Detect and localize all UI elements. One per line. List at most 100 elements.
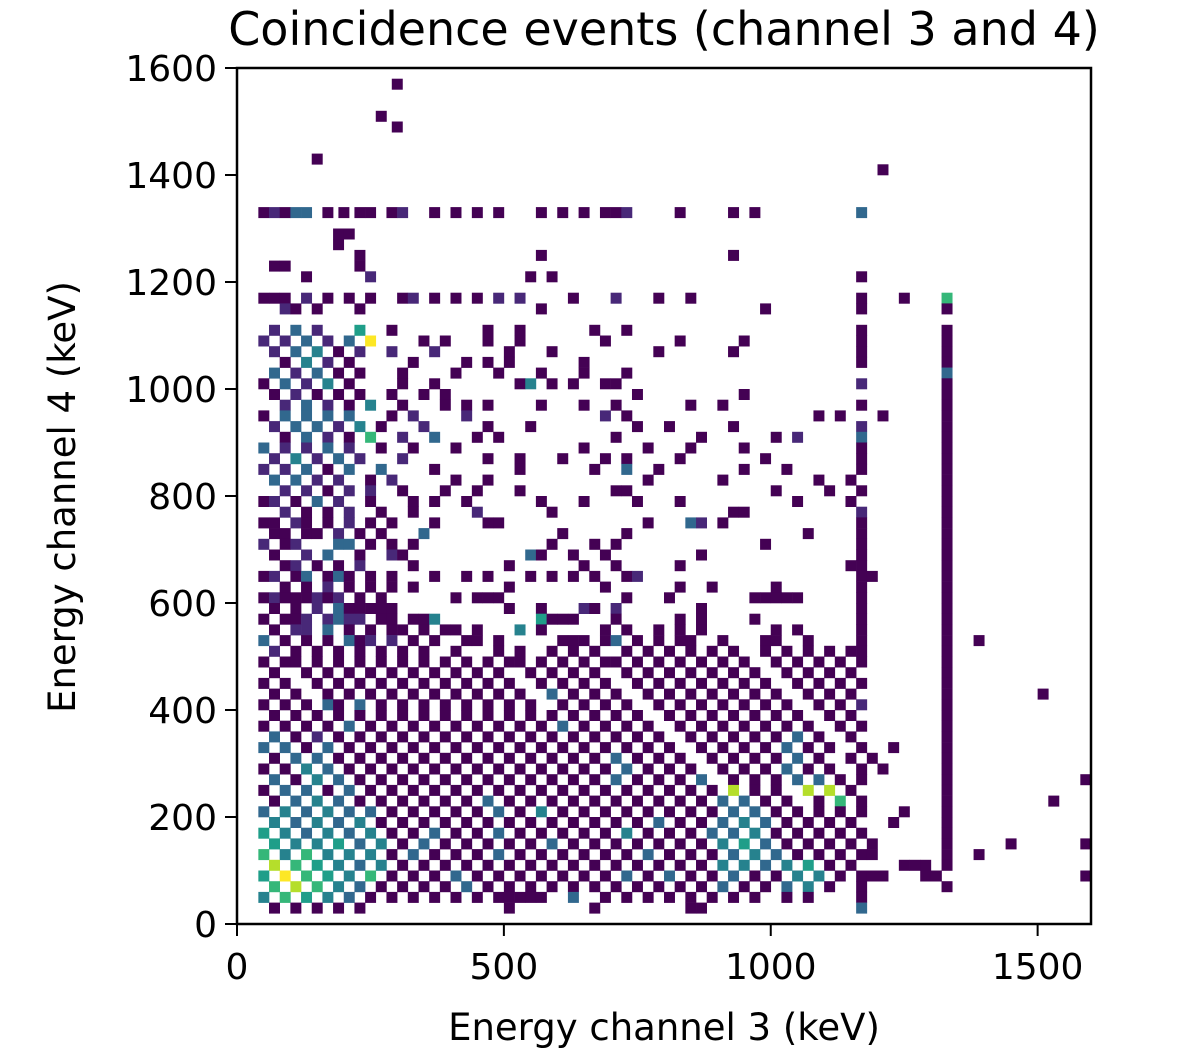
heatmap-cell bbox=[674, 699, 686, 711]
heatmap-cell bbox=[642, 763, 654, 775]
heatmap-cell bbox=[856, 870, 868, 882]
heatmap-cell bbox=[621, 870, 633, 882]
heatmap-cell bbox=[258, 613, 270, 625]
heatmap-cell bbox=[706, 752, 718, 764]
heatmap-cell bbox=[279, 656, 291, 668]
heatmap-cell bbox=[856, 463, 868, 475]
heatmap-cell bbox=[290, 303, 302, 315]
heatmap-cell bbox=[557, 528, 569, 540]
heatmap-cell bbox=[354, 817, 366, 828]
heatmap-cell bbox=[311, 346, 323, 358]
heatmap-cell bbox=[770, 688, 782, 700]
heatmap-cell bbox=[461, 731, 473, 743]
heatmap-cell bbox=[429, 207, 441, 219]
heatmap-cell bbox=[664, 763, 675, 775]
heatmap-cell bbox=[856, 645, 868, 657]
heatmap-cell bbox=[856, 292, 868, 304]
heatmap-cell bbox=[365, 891, 377, 903]
heatmap-cell bbox=[621, 784, 633, 796]
heatmap-cell bbox=[599, 378, 611, 390]
heatmap-cell bbox=[333, 453, 345, 465]
heatmap-cell bbox=[354, 710, 366, 721]
heatmap-cell bbox=[525, 891, 537, 903]
heatmap-cell bbox=[706, 827, 718, 839]
heatmap-cell bbox=[450, 442, 462, 454]
heatmap-cell bbox=[856, 603, 868, 614]
heatmap-cell bbox=[557, 453, 569, 465]
heatmap-cell bbox=[279, 431, 291, 443]
heatmap-cell bbox=[824, 859, 836, 871]
heatmap-cell bbox=[418, 677, 430, 689]
heatmap-cell bbox=[599, 849, 611, 861]
heatmap-cell bbox=[375, 645, 387, 657]
heatmap-cell bbox=[343, 624, 355, 636]
heatmap-cell bbox=[621, 763, 633, 775]
heatmap-cell bbox=[760, 645, 772, 657]
heatmap-cell bbox=[792, 752, 804, 764]
heatmap-cell bbox=[365, 496, 377, 507]
heatmap-cell bbox=[535, 399, 547, 411]
heatmap-cell bbox=[781, 463, 793, 475]
heatmap-cell bbox=[546, 859, 558, 871]
heatmap-cell bbox=[439, 859, 451, 871]
heatmap-cell bbox=[301, 549, 313, 561]
heatmap-cell bbox=[642, 442, 654, 454]
heatmap-cell bbox=[941, 710, 953, 721]
heatmap-cell bbox=[471, 667, 483, 679]
heatmap-cell bbox=[439, 485, 451, 497]
heatmap-cell bbox=[920, 870, 932, 882]
heatmap-cell bbox=[471, 849, 483, 861]
heatmap-cell bbox=[674, 881, 686, 893]
heatmap-cell bbox=[311, 153, 323, 165]
heatmap-cell bbox=[354, 453, 366, 465]
heatmap-cell bbox=[578, 870, 590, 882]
heatmap-cell bbox=[482, 335, 494, 347]
heatmap-cell bbox=[824, 688, 836, 700]
heatmap-cell bbox=[525, 570, 537, 582]
heatmap-cell bbox=[514, 827, 526, 839]
heatmap-cell bbox=[856, 742, 868, 754]
heatmap-cell bbox=[503, 346, 515, 358]
heatmap-cell bbox=[781, 859, 793, 871]
heatmap-cell bbox=[482, 677, 494, 689]
heatmap-cell bbox=[338, 207, 350, 219]
heatmap-cell bbox=[322, 292, 334, 304]
heatmap-cell bbox=[845, 731, 857, 743]
heatmap-cell bbox=[546, 752, 558, 764]
heatmap-cell bbox=[813, 731, 825, 743]
heatmap-cell bbox=[728, 506, 740, 518]
heatmap-cell bbox=[642, 806, 654, 818]
heatmap-cell bbox=[391, 78, 403, 90]
heatmap-cell bbox=[557, 827, 569, 839]
heatmap-cell bbox=[941, 356, 953, 368]
heatmap-cell bbox=[664, 645, 675, 657]
heatmap-cell bbox=[258, 207, 270, 219]
heatmap-cell bbox=[386, 410, 398, 422]
heatmap-cell bbox=[546, 570, 558, 582]
heatmap-cell bbox=[333, 603, 345, 614]
heatmap-cell bbox=[290, 389, 302, 400]
heatmap-cell bbox=[354, 752, 366, 764]
heatmap-cell bbox=[365, 688, 377, 700]
heatmap-cell bbox=[354, 603, 366, 614]
heatmap-cell bbox=[706, 784, 718, 796]
heatmap-cell bbox=[781, 795, 793, 807]
heatmap-cell bbox=[728, 849, 740, 861]
heatmap-cell bbox=[770, 656, 782, 668]
heatmap-cell bbox=[311, 731, 323, 743]
heatmap-cell bbox=[301, 356, 313, 368]
heatmap-cell bbox=[557, 784, 569, 796]
heatmap-cell bbox=[439, 710, 451, 721]
y-tick-label: 1000 bbox=[125, 370, 217, 411]
heatmap-cell bbox=[631, 570, 643, 582]
heatmap-cell bbox=[802, 635, 814, 647]
heatmap-cell bbox=[311, 774, 323, 786]
heatmap-cell bbox=[770, 849, 782, 861]
heatmap-cell bbox=[311, 817, 323, 828]
heatmap-cell bbox=[781, 881, 793, 893]
heatmap-cell bbox=[856, 795, 868, 807]
heatmap-cell bbox=[354, 389, 366, 400]
heatmap-cell bbox=[386, 635, 398, 647]
heatmap-cell bbox=[279, 849, 291, 861]
heatmap-cell bbox=[599, 720, 611, 732]
